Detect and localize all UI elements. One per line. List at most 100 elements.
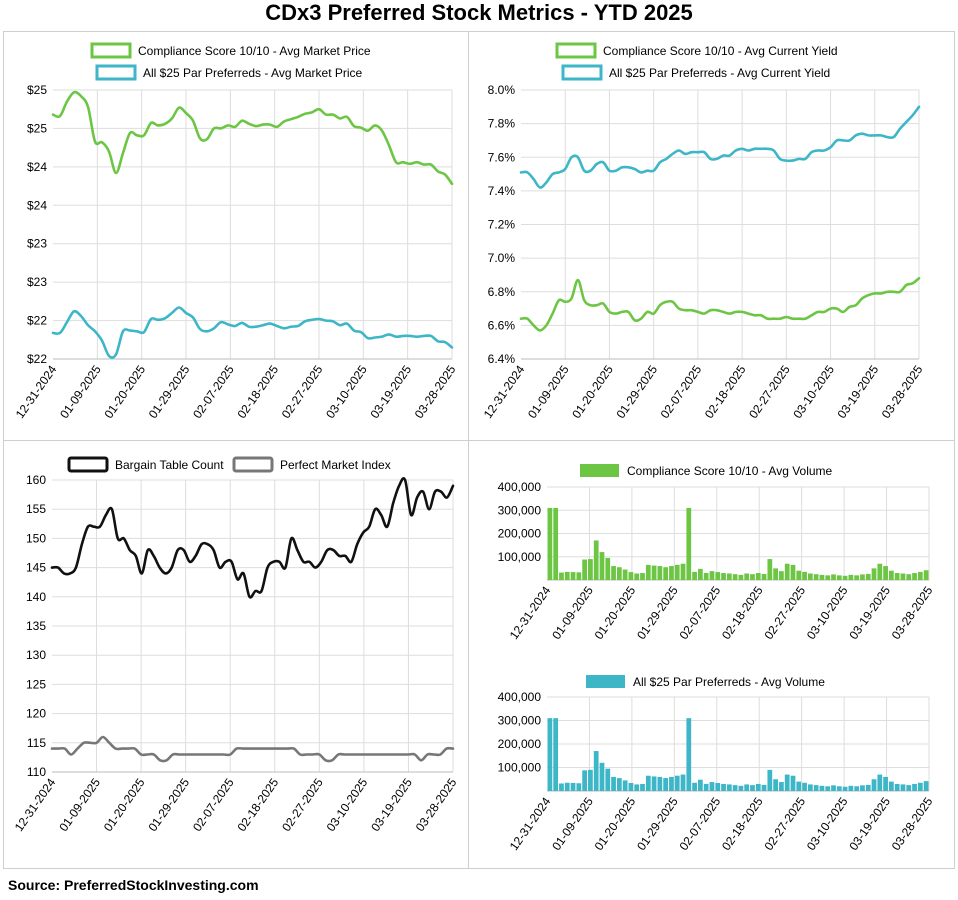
y-tick-label: 400,000 [498,480,542,494]
volume-bar [669,776,674,791]
y-tick-label: 300,000 [498,503,542,517]
volume-bar [825,786,831,791]
volume-bar [773,568,778,580]
volume-bar [802,782,807,791]
x-tick-label: 03-10-2025 [804,583,851,642]
legend-swatch [90,42,132,59]
volume-bar [640,573,645,580]
volume-bar [767,559,773,580]
series-line [50,735,455,763]
volume-bar [703,573,709,580]
volume-bar [616,567,622,580]
volume-bar [622,780,628,791]
current-yield-chart: Compliance Score 10/10 - Avg Current Yie… [481,42,926,421]
x-tick-label: 02-18-2025 [719,794,766,853]
volume-bar [674,775,680,791]
series-line [51,90,454,186]
volume-bar [709,571,715,580]
x-tick-label: 01-09-2025 [549,583,596,642]
x-tick-label: 02-07-2025 [677,794,724,853]
volume-bar [645,775,651,791]
bargain-table-chart: Bargain Table Count Perfect Market Index 1… [12,456,460,834]
volume-bar [807,784,813,791]
x-tick-label: 03-28-2025 [412,362,459,421]
x-tick-label: 01-20-2025 [592,794,639,853]
volume-bar [553,718,559,791]
volume-bar [767,769,773,791]
y-tick-label: 160 [26,473,46,487]
volume-bar [611,776,616,791]
y-tick-label: 100,000 [498,761,542,775]
volume-bar [865,784,871,791]
volume-bar [657,776,663,791]
y-tick-label: 7.8% [488,117,516,131]
volume-bar [848,574,854,580]
volume-bar [628,572,634,580]
volume-bar [912,573,917,580]
volume-bar [807,573,813,580]
volume-bar [616,778,622,791]
volume-bar [779,571,784,580]
y-tick-label: 6.8% [488,285,516,299]
legend-label: Perfect Market Index [280,458,391,472]
x-tick-label: 01-09-2025 [56,775,103,834]
volume-bar [790,775,796,791]
y-tick-label: 140 [26,590,46,604]
volume-bar [547,507,553,580]
x-tick-label: 01-29-2025 [634,794,681,853]
volume-bar [871,779,877,791]
y-tick-label: $23 [27,237,47,251]
volume-bar [894,573,900,580]
volume-bar [750,785,755,791]
legend-label: All $25 Par Preferreds - Avg Current Yie… [609,66,830,80]
volume-bar [651,776,657,791]
volume-bar [622,569,628,580]
volume-bar [732,785,738,791]
x-tick-label: 01-09-2025 [525,362,572,421]
volume-bar [669,566,674,580]
volume-bar [715,783,721,791]
volume-bar [692,571,697,580]
y-tick-label: 110 [27,765,46,779]
volume-bar [651,565,657,580]
x-tick-label: 12-31-2024 [507,583,554,642]
volume-bar [726,784,732,791]
volume-bar [576,572,582,580]
volume-bar [593,751,599,791]
volume-bar [912,783,917,791]
volume-bar [755,783,761,791]
x-tick-label: 03-10-2025 [790,362,837,421]
volume-bar [605,768,611,791]
x-tick-label: 03-19-2025 [835,362,882,421]
x-tick-label: 02-18-2025 [234,362,281,421]
x-tick-label: 02-27-2025 [279,775,326,834]
volume-bar [738,574,744,580]
volume-bar [570,783,576,791]
volume-bar [854,786,860,791]
volume-bar [611,566,616,580]
y-tick-label: 7.2% [488,218,516,232]
y-tick-label: 135 [26,619,46,633]
y-tick-label: 125 [26,677,46,691]
volume-bar [923,570,929,580]
x-tick-label: 03-19-2025 [846,583,893,642]
x-tick-label: 03-19-2025 [846,794,893,853]
volume-bar [599,552,605,580]
volume-bar [593,540,599,580]
volume-bar [784,774,790,791]
volume-bar [738,785,744,791]
x-tick-label: 01-29-2025 [145,775,192,834]
x-tick-label: 02-18-2025 [702,362,749,421]
legend-swatch [232,456,274,473]
volume-bar [645,564,651,580]
x-tick-label: 03-19-2025 [368,775,415,834]
y-tick-label: 7.0% [488,251,516,265]
y-tick-label: 120 [26,707,46,721]
x-tick-label: 01-20-2025 [592,583,639,642]
x-tick-label: 03-10-2025 [323,362,370,421]
volume-bar [900,573,906,580]
series-line [519,277,921,332]
y-tick-label: 6.4% [488,352,516,366]
y-tick-label: 200,000 [498,527,542,541]
panel-divider-vertical [468,32,469,868]
